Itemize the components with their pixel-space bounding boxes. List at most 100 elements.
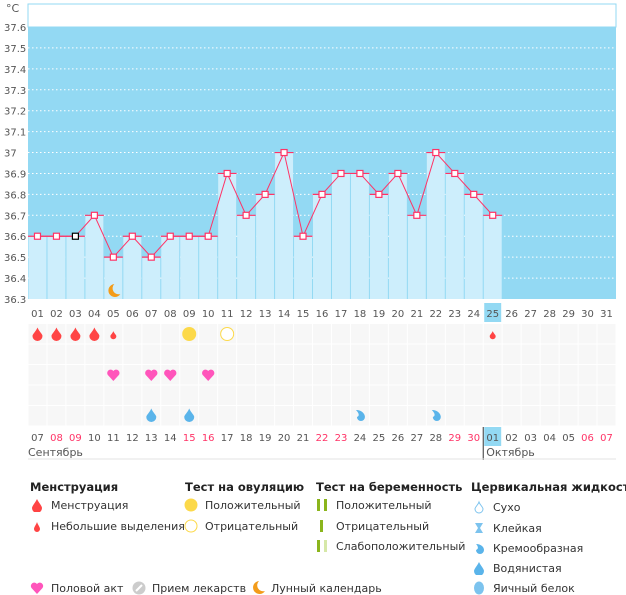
y-tick-label: 37.1: [4, 128, 26, 139]
symbol-cell: [464, 406, 483, 426]
symbol-cell: [294, 385, 313, 405]
legend-item: Положительный: [336, 499, 432, 512]
menstruation-drop-icon: [51, 327, 62, 342]
temperature-point: [33, 232, 42, 240]
creamy-icon: [355, 410, 365, 421]
symbol-cell: [483, 344, 502, 364]
y-tick-label: 36.6: [4, 232, 26, 243]
day-label: 14: [278, 309, 291, 320]
current-day-highlight: [484, 303, 502, 322]
temperature-bar: [350, 173, 369, 299]
symbol-cell: [142, 344, 161, 364]
moon-icon: [253, 581, 265, 594]
symbol-cell: [502, 385, 521, 405]
symbol-cell: [597, 406, 616, 426]
day-label: 04: [88, 309, 101, 320]
symbol-cell: [350, 324, 369, 344]
chart-top-area: [27, 3, 617, 28]
symbol-cell: [275, 406, 294, 426]
temperature-point: [318, 190, 326, 198]
legend-menstruation-title: Менструация: [30, 480, 119, 494]
legend-item: Менструация: [51, 499, 129, 512]
symbol-cell: [559, 406, 578, 426]
symbol-cell: [66, 406, 85, 426]
symbol-cell: [237, 365, 256, 385]
symbol-cell: [464, 385, 483, 405]
symbol-cell: [161, 344, 180, 364]
symbol-cell: [597, 385, 616, 405]
watery-drop-icon: [146, 408, 157, 422]
day-label: 26: [505, 309, 518, 320]
symbol-cell: [104, 385, 123, 405]
symbol-cell: [256, 365, 275, 385]
symbol-cell: [559, 385, 578, 405]
legend-item: Отрицательный: [205, 520, 299, 533]
day-label: 18: [354, 309, 367, 320]
day-label: 07: [145, 309, 158, 320]
temperature-point: [52, 232, 61, 240]
y-tick-label: 36.9: [4, 169, 26, 180]
temperature-bar: [275, 152, 294, 299]
symbol-cell: [407, 406, 426, 426]
date-label: 07: [31, 433, 44, 444]
temperature-bar: [218, 173, 237, 299]
day-label: 20: [392, 309, 405, 320]
symbol-cell: [502, 324, 521, 344]
symbol-cell: [28, 406, 47, 426]
date-label: 13: [145, 433, 158, 444]
temperature-chart: °C 37.6 37.5 37.4 37.3 37.2 37.1 37 36.9 36.8 36.7…: [4, 2, 617, 460]
day-label: 12: [240, 309, 253, 320]
creamy-icon: [476, 544, 484, 554]
symbol-cell: [218, 365, 237, 385]
symbol-cell: [199, 324, 218, 344]
temperature-bar: [313, 194, 331, 299]
symbol-cell: [483, 385, 502, 405]
temperature-point: [299, 232, 307, 240]
day-label: 30: [581, 309, 594, 320]
temperature-bar: [123, 236, 142, 299]
temperature-bar: [47, 236, 66, 299]
symbol-cell: [464, 365, 483, 385]
symbol-cell: [28, 365, 47, 385]
symbol-cell: [521, 344, 540, 364]
symbol-cell: [85, 406, 104, 426]
symbol-cell: [331, 324, 350, 344]
symbol-cell: [275, 365, 294, 385]
symbol-cell: [369, 385, 388, 405]
symbol-cell: [294, 344, 313, 364]
legend-item: Кремообразная: [493, 542, 584, 555]
month-label: Октябрь: [486, 446, 535, 459]
drop-icon: [32, 499, 42, 512]
symbol-cell: [388, 385, 407, 405]
symbol-cell: [483, 406, 502, 426]
pill-icon: [132, 581, 146, 595]
today-highlight: [484, 427, 502, 446]
temperature-bar: [483, 215, 502, 299]
temperature-bar: [294, 236, 313, 299]
symbol-cell: [331, 385, 350, 405]
symbol-cell: [218, 344, 237, 364]
date-label: 16: [202, 433, 215, 444]
date-label: 07: [600, 433, 613, 444]
date-label: 20: [278, 433, 291, 444]
date-label: 28: [429, 433, 442, 444]
heart-icon: [145, 369, 158, 381]
y-tick-label: 37: [4, 149, 17, 160]
symbol-cell: [350, 344, 369, 364]
symbol-cell: [540, 344, 559, 364]
temperature-point: [109, 253, 117, 261]
symbol-cell: [123, 344, 142, 364]
symbol-cell: [237, 324, 256, 344]
dry-drop-icon: [474, 500, 484, 514]
heart-icon: [202, 369, 215, 381]
symbol-cell: [47, 385, 66, 405]
symbol-cell: [445, 406, 464, 426]
legend-item: Половой акт: [51, 582, 124, 595]
symbol-cell: [540, 365, 559, 385]
symbol-cell: [313, 365, 331, 385]
legend-pregnancy-title: Тест на беременность: [316, 480, 463, 494]
legend-item: Лунный календарь: [271, 582, 382, 595]
symbol-cell: [559, 324, 578, 344]
symbol-cell: [407, 365, 426, 385]
symbol-cell: [578, 324, 597, 344]
